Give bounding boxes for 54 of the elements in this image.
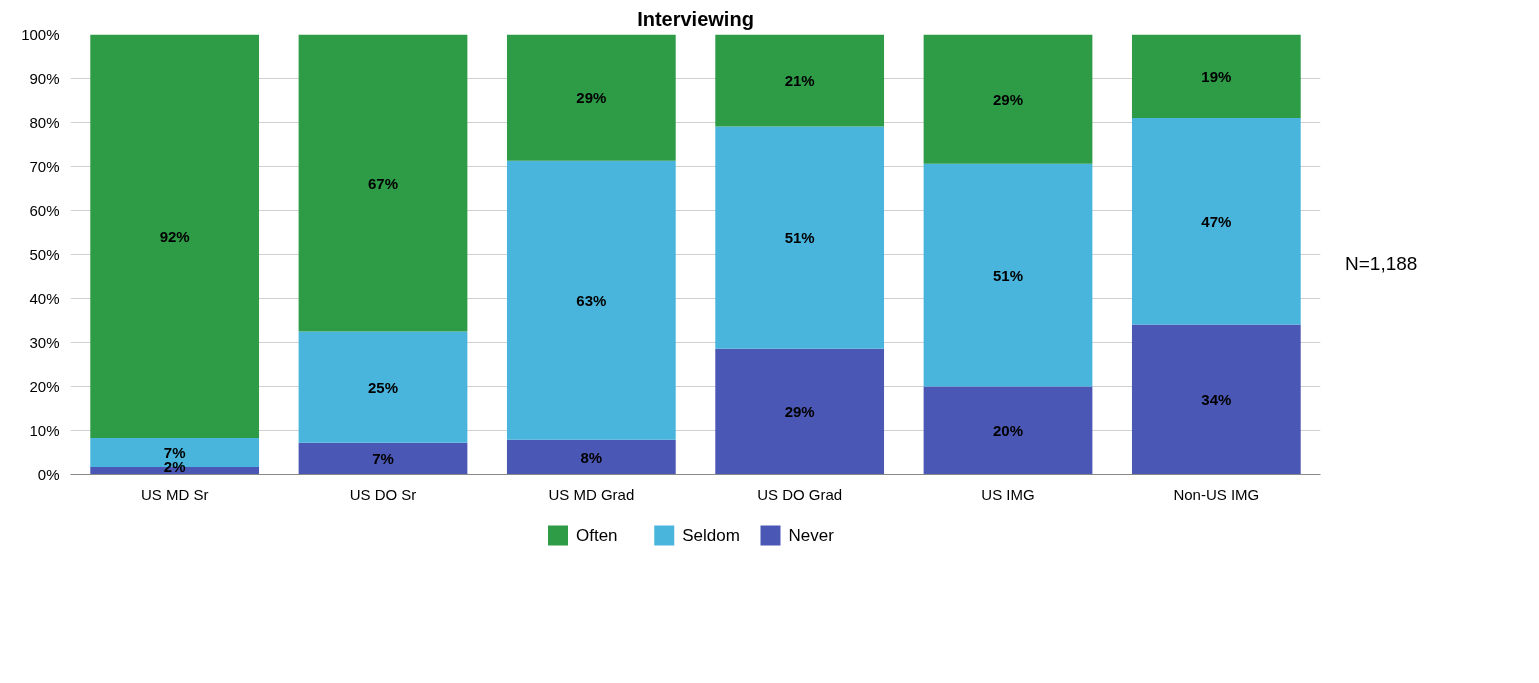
bar — [298, 34, 468, 332]
data-label: 92% — [159, 227, 190, 245]
data-label: 8% — [580, 448, 603, 466]
bar — [715, 126, 885, 349]
bar — [923, 163, 1093, 387]
legend-label: Often — [576, 526, 618, 545]
y-tick-label: 30% — [29, 334, 60, 351]
x-tick-label: US MD Grad — [548, 485, 635, 503]
data-label: 29% — [784, 403, 815, 421]
y-tick-label: 70% — [29, 158, 60, 175]
y-tick-label: 90% — [29, 70, 60, 87]
data-label: 67% — [367, 174, 399, 192]
legend-label: Seldom — [682, 526, 740, 545]
bar — [298, 331, 468, 443]
bar — [1131, 324, 1301, 475]
y-tick-label: 100% — [21, 26, 60, 43]
x-tick-label: US DO Sr — [349, 485, 417, 503]
y-tick-label: 60% — [29, 202, 60, 219]
bar — [715, 348, 885, 475]
chart-title: Interviewing — [637, 7, 754, 30]
data-label: 19% — [1201, 67, 1232, 85]
data-label: 63% — [576, 291, 607, 309]
y-tick-label: 20% — [29, 378, 60, 395]
bar — [923, 34, 1093, 164]
data-label: 29% — [992, 90, 1024, 108]
x-tick-label: US DO Grad — [757, 485, 843, 503]
bar — [715, 34, 885, 127]
bar — [1131, 34, 1301, 119]
data-label: 21% — [784, 71, 815, 89]
text: N=1,188 — [1345, 252, 1418, 276]
y-tick-label: 80% — [29, 114, 60, 131]
data-label: 51% — [784, 229, 815, 247]
x-tick-label: Non-US IMG — [1173, 485, 1260, 503]
y-tick-label: 50% — [29, 246, 60, 263]
bar — [923, 386, 1093, 475]
y-tick-label: 40% — [29, 290, 60, 307]
bar — [90, 34, 260, 438]
bar — [506, 160, 676, 440]
x-tick-label: US MD Sr — [140, 485, 209, 503]
bar — [506, 439, 676, 475]
y-tick-label: 10% — [29, 422, 60, 439]
data-label: 34% — [1201, 390, 1232, 408]
data-label: 47% — [1201, 212, 1232, 230]
bar — [506, 34, 676, 161]
data-label: 7% — [372, 450, 394, 468]
bar — [1131, 118, 1301, 325]
data-label: 20% — [992, 422, 1024, 439]
legend-label: Never — [788, 526, 835, 545]
x-tick-label: US IMG — [981, 485, 1035, 503]
data-label: 51% — [992, 266, 1024, 284]
bar — [298, 442, 468, 475]
y-tick-label: 0% — [37, 466, 60, 483]
data-label: 29% — [576, 89, 607, 107]
data-label: 25% — [367, 378, 399, 396]
